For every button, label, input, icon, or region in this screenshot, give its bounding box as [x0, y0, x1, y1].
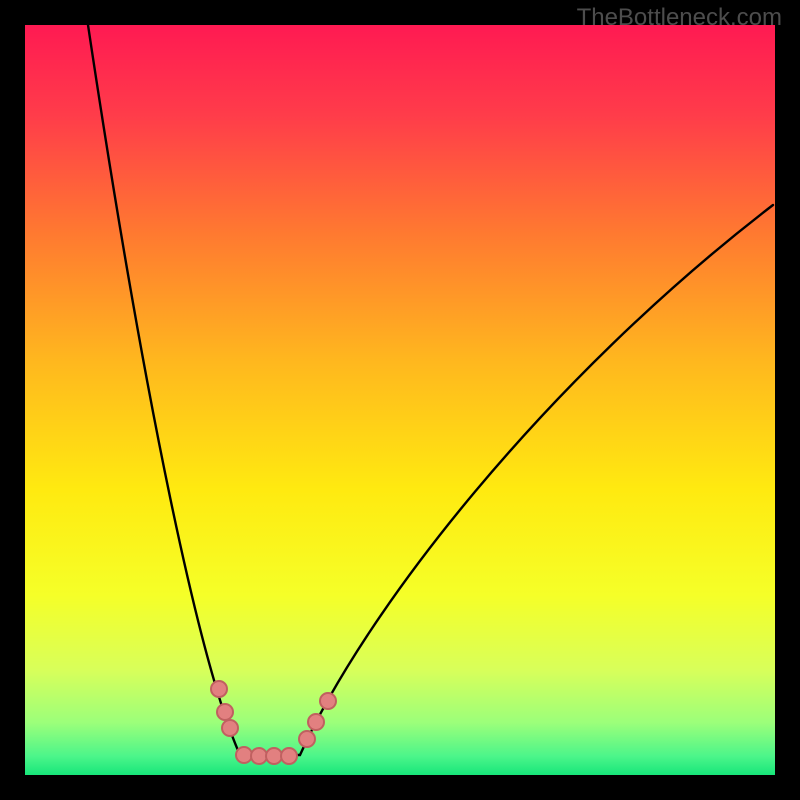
marker-group — [211, 681, 336, 764]
data-marker — [281, 748, 297, 764]
plot-area — [25, 25, 775, 775]
data-marker — [236, 747, 252, 763]
bottleneck-curve — [88, 25, 773, 755]
watermark-text: TheBottleneck.com — [577, 4, 782, 32]
data-marker — [211, 681, 227, 697]
data-marker — [266, 748, 282, 764]
data-marker — [222, 720, 238, 736]
data-marker — [217, 704, 233, 720]
chart-frame: TheBottleneck.com — [0, 0, 800, 800]
data-marker — [320, 693, 336, 709]
data-marker — [299, 731, 315, 747]
data-marker — [251, 748, 267, 764]
data-marker — [308, 714, 324, 730]
curve-layer — [25, 25, 775, 775]
